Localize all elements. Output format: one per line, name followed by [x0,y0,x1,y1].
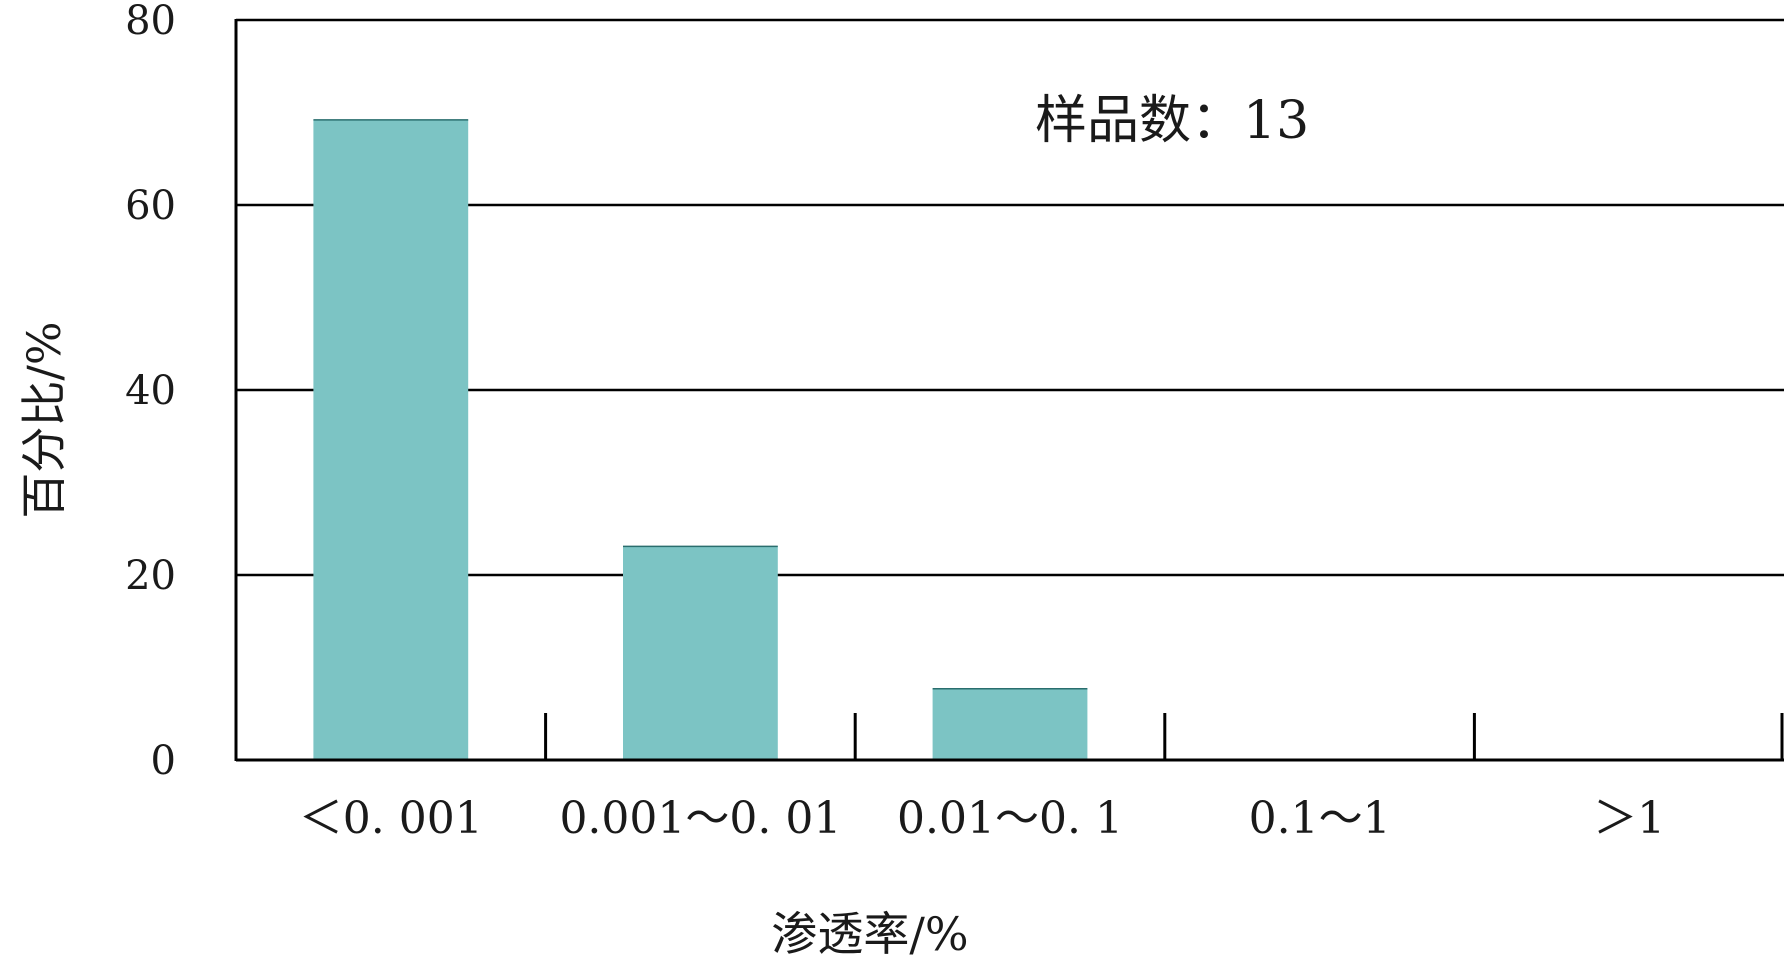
y-axis-title: 百分比/% [17,321,71,518]
y-tick-label-0: 0 [151,738,176,784]
bar-1 [623,546,778,760]
labels: 0 20 40 60 80 ＜0. 001 0.001～0. 01 0.01～0. 1 0.1～… [125,0,1665,844]
x-axis-title: 渗透率/% [771,907,968,960]
x-tick-label-0: ＜0. 001 [299,793,483,844]
gridlines [236,18,1784,577]
y-tick-label-60: 60 [125,183,176,229]
bar-2 [932,688,1088,760]
x-tick-label-1: 0.001～0. 01 [559,793,841,844]
x-tick-label-3: 0.1～1 [1249,793,1391,844]
sample-count-annotation: 样品数：13 [1035,91,1309,151]
axes [234,19,1784,762]
y-tick-label-40: 40 [125,368,176,414]
bar-0 [313,119,469,760]
bars [313,119,1088,760]
y-tick-label-80: 80 [125,0,176,44]
x-tick-label-4: ＞1 [1593,793,1665,844]
y-tick-label-20: 20 [125,553,176,599]
x-tick-label-2: 0.01～0. 1 [897,793,1123,844]
